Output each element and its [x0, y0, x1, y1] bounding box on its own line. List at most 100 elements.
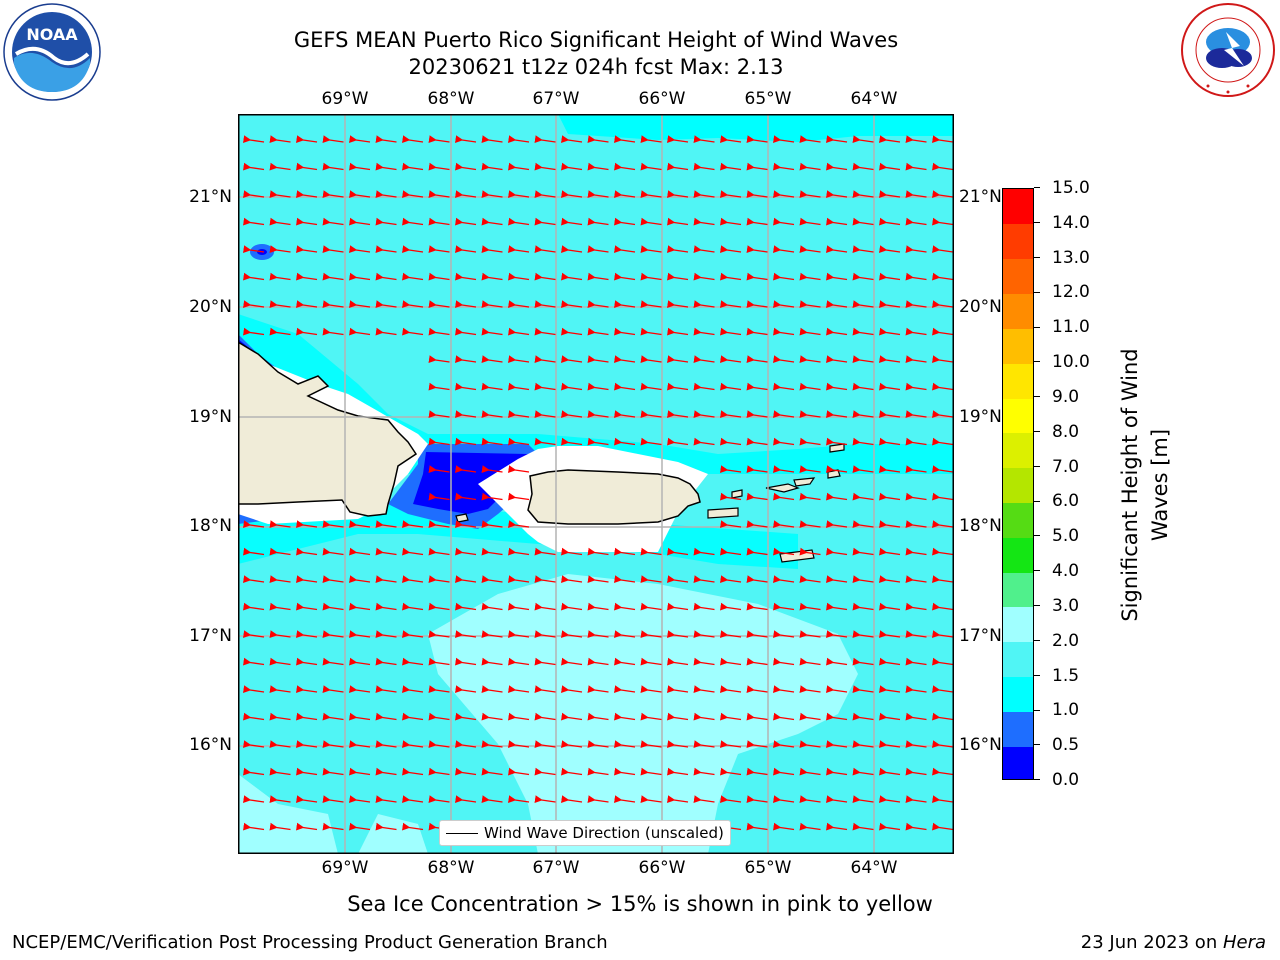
wind-wave-arrow	[269, 245, 291, 253]
wind-wave-arrow	[640, 410, 662, 418]
wind-wave-arrow	[667, 547, 689, 556]
wind-wave-arrow	[879, 327, 901, 336]
wind-wave-arrow	[402, 740, 424, 748]
wind-wave-arrow	[269, 602, 291, 611]
wind-wave-arrow	[667, 657, 689, 666]
wind-wave-arrow	[720, 575, 742, 583]
wind-wave-arrow	[879, 630, 901, 638]
colorbar-tick-mark	[1034, 709, 1040, 711]
graticule	[238, 114, 954, 854]
wind-wave-arrow	[428, 135, 450, 143]
wind-wave-arrow	[799, 767, 821, 776]
wind-wave-arrow	[375, 217, 397, 226]
wind-wave-arrow	[614, 712, 636, 721]
lon-label-top-65w: 65°W	[744, 89, 792, 109]
colorbar-tick-label: 9.0	[1052, 386, 1080, 407]
wind-wave-arrow	[720, 300, 742, 308]
wind-wave-arrow	[667, 300, 689, 308]
wind-wave-arrow	[693, 602, 715, 611]
wind-wave-arrow	[773, 685, 795, 693]
wind-wave-arrow	[402, 712, 424, 721]
wind-wave-arrow	[561, 575, 583, 583]
wind-wave-arrow	[375, 822, 397, 831]
wind-wave-arrow	[932, 217, 954, 226]
wind-wave-arrow	[905, 327, 927, 336]
wind-wave-arrow	[561, 657, 583, 666]
wind-wave-arrow	[905, 685, 927, 693]
lat-label-right-18n: 18°N	[959, 516, 1002, 536]
wind-wave-arrow	[481, 382, 503, 391]
wind-wave-arrow	[905, 657, 927, 666]
map-subtitle: 20230621 t12z 024h fcst Max: 2.13	[408, 55, 784, 79]
lat-label-left-18n: 18°N	[189, 516, 232, 536]
wind-wave-arrow	[243, 217, 265, 226]
wind-wave-arrow	[932, 630, 954, 638]
wind-wave-arrow	[746, 355, 768, 363]
wind-wave-arrow	[852, 685, 874, 693]
wind-wave-arrow	[614, 740, 636, 748]
wind-wave-arrow	[746, 465, 768, 473]
wind-wave-arrow	[799, 685, 821, 693]
colorbar	[1002, 188, 1034, 780]
wind-wave-arrow	[481, 547, 503, 556]
wind-wave-arrow	[720, 630, 742, 638]
wind-wave-arrow	[693, 437, 715, 446]
wind-wave-arrow	[402, 575, 424, 583]
wind-wave-arrow	[773, 547, 795, 556]
lon-label-top-64w: 64°W	[850, 89, 898, 109]
wind-wave-arrow	[852, 382, 874, 391]
wind-wave-arrow	[799, 795, 821, 803]
wind-wave-arrow	[296, 190, 318, 198]
wind-wave-arrow	[322, 575, 344, 583]
wind-wave-arrow	[879, 355, 901, 363]
wind-wave-arrow	[799, 465, 821, 473]
wind-wave-arrow	[349, 245, 371, 253]
wind-wave-arrow	[852, 410, 874, 418]
wind-wave-arrow	[534, 217, 556, 226]
wind-wave-arrow	[905, 520, 927, 528]
colorbar-segment	[1003, 746, 1033, 779]
wind-wave-arrow	[296, 657, 318, 666]
wind-wave-arrow	[905, 190, 927, 198]
wind-wave-arrow	[269, 272, 291, 281]
wind-wave-arrow	[640, 602, 662, 611]
wind-wave-arrow	[720, 245, 742, 253]
wind-wave-arrow	[773, 575, 795, 583]
wind-wave-arrow	[481, 245, 503, 253]
wind-wave-arrow	[349, 327, 371, 336]
wind-wave-arrow	[481, 575, 503, 583]
wind-wave-arrow	[879, 795, 901, 803]
wind-wave-arrow	[587, 135, 609, 143]
wind-wave-arrow	[534, 437, 556, 446]
wind-wave-arrow	[561, 272, 583, 281]
wind-wave-arrow	[932, 382, 954, 391]
wind-wave-arrow	[322, 547, 344, 556]
wind-wave-arrow	[773, 245, 795, 253]
land-puerto-rico	[527, 469, 701, 525]
wind-wave-arrow	[826, 300, 848, 308]
wind-wave-arrow	[561, 162, 583, 171]
wind-wave-arrow	[905, 465, 927, 473]
wind-wave-arrow	[746, 740, 768, 748]
wind-wave-arrow	[773, 492, 795, 501]
wind-wave-arrow	[693, 795, 715, 803]
wind-wave-arrow	[481, 410, 503, 418]
wind-wave-arrow	[322, 327, 344, 336]
wind-wave-arrow	[773, 190, 795, 198]
wind-wave-arrow	[587, 657, 609, 666]
colorbar-tick-label: 13.0	[1052, 247, 1090, 268]
wind-wave-arrow	[349, 740, 371, 748]
wind-wave-arrow	[799, 437, 821, 446]
wind-wave-arrow	[349, 547, 371, 556]
colorbar-tick-label: 8.0	[1052, 421, 1080, 442]
wind-wave-arrow	[614, 575, 636, 583]
wind-wave-arrow	[375, 162, 397, 171]
map-panel	[237, 114, 954, 854]
lat-label-left-19n: 19°N	[189, 407, 232, 427]
wind-wave-arrow	[428, 520, 450, 528]
wind-wave-arrow	[322, 162, 344, 171]
wind-wave-arrow	[932, 190, 954, 198]
wind-wave-arrow	[561, 602, 583, 611]
wind-wave-arrow	[773, 300, 795, 308]
wind-wave-arrow	[243, 272, 265, 281]
